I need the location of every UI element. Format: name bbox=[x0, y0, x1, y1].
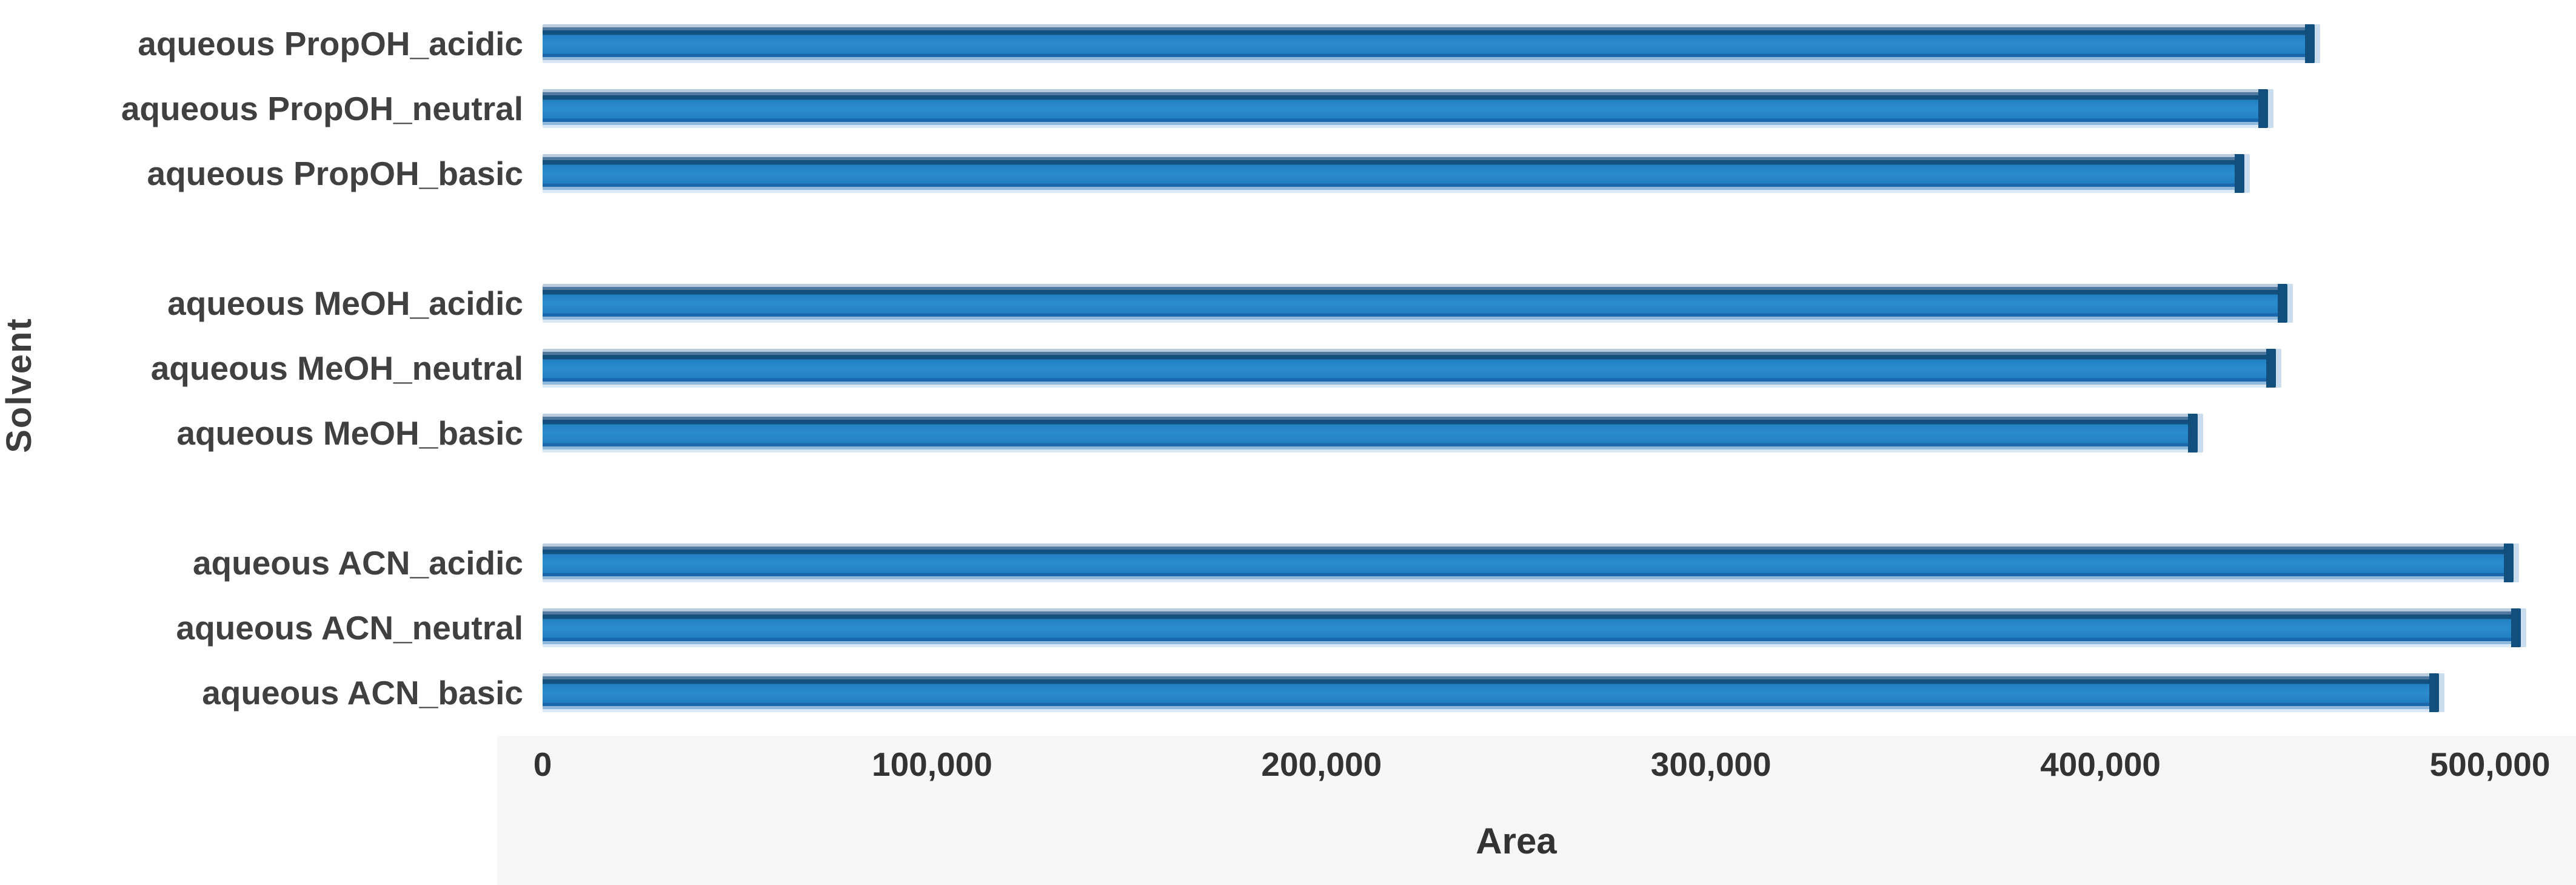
x-tick-label: 200,000 bbox=[1261, 745, 1382, 783]
x-tick-label: 300,000 bbox=[1650, 745, 1771, 783]
category-label: aqueous MeOH_acidic bbox=[167, 284, 523, 322]
bar bbox=[543, 89, 2268, 128]
x-tick-label: 400,000 bbox=[2040, 745, 2161, 783]
x-axis-band bbox=[497, 736, 2576, 885]
category-label: aqueous ACN_acidic bbox=[192, 543, 523, 582]
bar bbox=[543, 153, 2245, 193]
category-label: aqueous MeOH_basic bbox=[176, 414, 523, 452]
bar bbox=[543, 608, 2521, 647]
bar bbox=[543, 413, 2198, 453]
category-label: aqueous ACN_neutral bbox=[176, 608, 523, 647]
category-label: aqueous PropOH_basic bbox=[147, 154, 523, 192]
bar bbox=[543, 348, 2276, 388]
category-label: aqueous PropOH_acidic bbox=[138, 24, 523, 62]
x-tick-label: 100,000 bbox=[871, 745, 992, 783]
category-label: aqueous MeOH_neutral bbox=[150, 349, 523, 387]
category-label: aqueous PropOH_neutral bbox=[121, 89, 523, 127]
x-tick-label: 0 bbox=[533, 745, 552, 783]
bar bbox=[543, 283, 2287, 323]
bar bbox=[543, 24, 2315, 63]
x-axis-title: Area bbox=[1476, 821, 1557, 861]
bar bbox=[543, 673, 2440, 712]
x-tick-label: 500,000 bbox=[2429, 745, 2551, 783]
bar bbox=[543, 543, 2514, 582]
category-label: aqueous ACN_basic bbox=[202, 673, 523, 712]
